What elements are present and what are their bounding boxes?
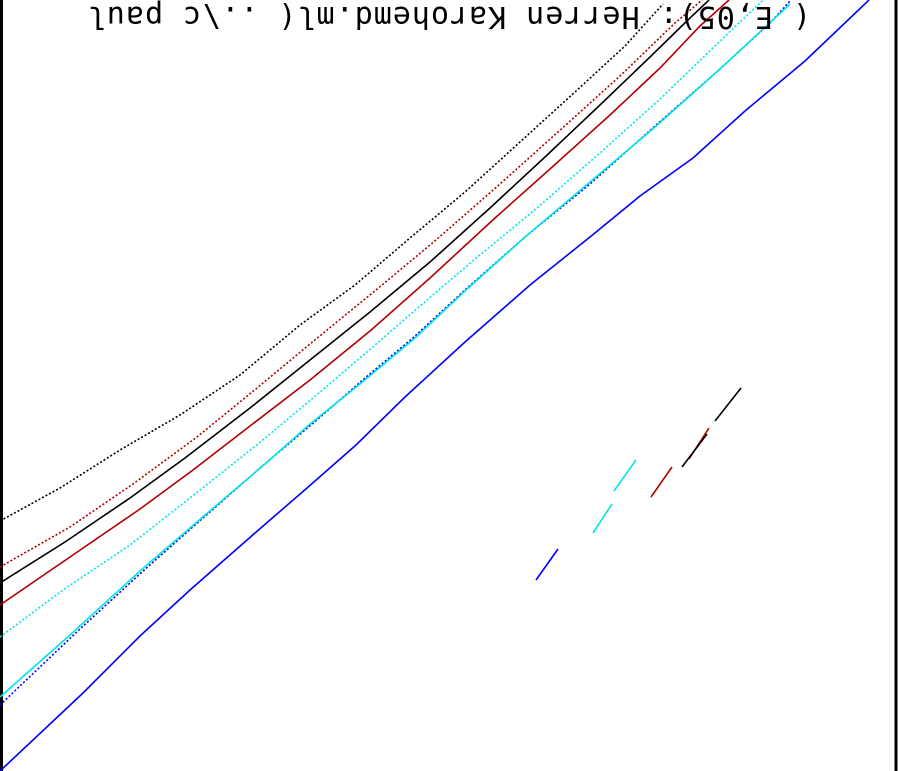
series-line-3 (0, 3, 791, 698)
series-line-2 (0, 0, 792, 706)
series-line-1 (0, 0, 870, 771)
series-marker-1 (535, 548, 559, 581)
series-marker-7 (681, 433, 708, 468)
series-marker-3 (592, 503, 613, 534)
series-line-7 (0, 0, 710, 584)
series-line-4 (0, 0, 764, 638)
series-marker-5 (650, 466, 673, 498)
series-line-5 (0, 0, 730, 606)
series-marker-8 (714, 387, 742, 422)
series-line-6 (0, 0, 703, 568)
series-line-8 (0, 3, 664, 522)
chart-title: ( E,05): Herren Karohemd.ml( ..\c paul (87, 0, 811, 34)
series-marker-4 (613, 459, 637, 492)
series-layer (0, 0, 870, 771)
